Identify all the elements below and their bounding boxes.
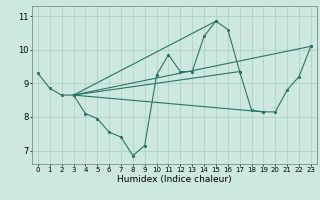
X-axis label: Humidex (Indice chaleur): Humidex (Indice chaleur): [117, 175, 232, 184]
